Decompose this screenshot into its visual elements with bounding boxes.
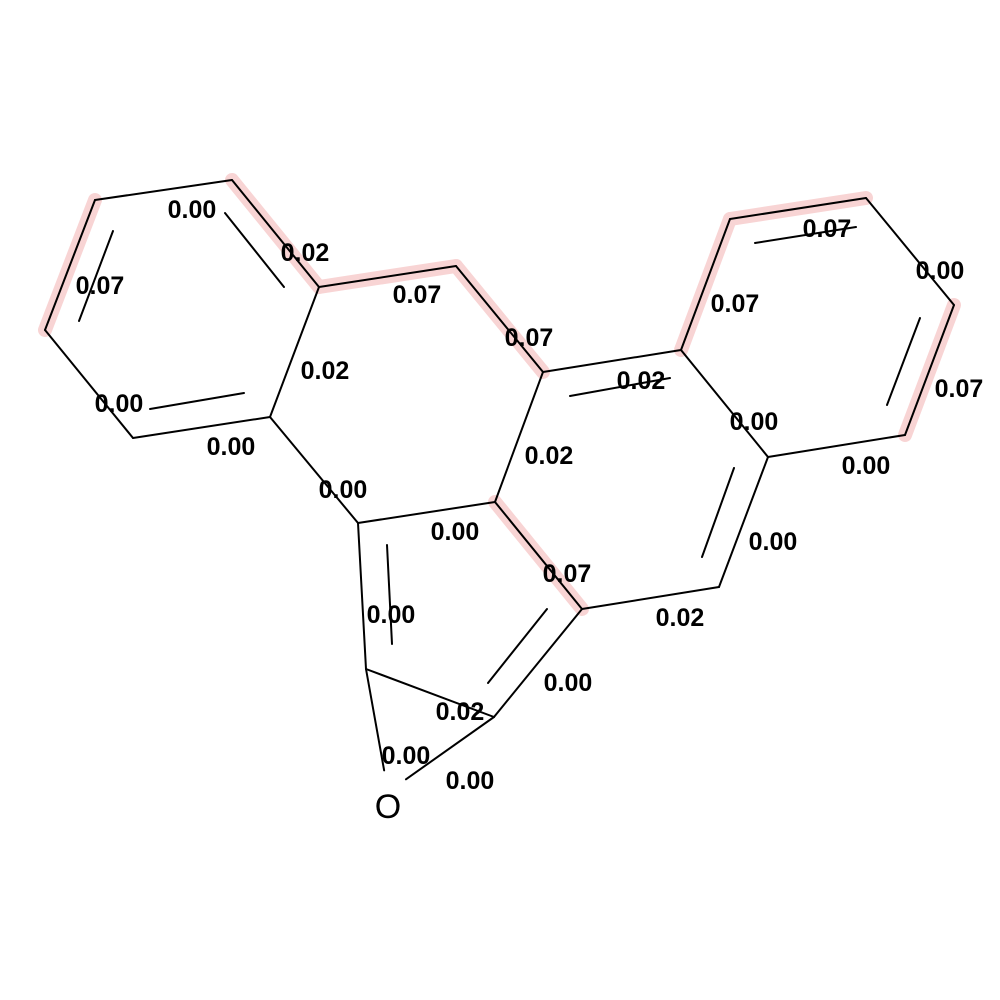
- double-bond-inner-line: [78, 230, 114, 322]
- bond-label-b01: 0.00: [168, 196, 217, 224]
- bond-line: [231, 179, 320, 288]
- bond-line: [365, 668, 495, 718]
- bond-line: [357, 501, 496, 524]
- bond-line: [493, 608, 583, 718]
- double-bond-inner-line: [487, 608, 548, 684]
- bond-label-b15: 0.02: [525, 442, 574, 470]
- bond-label-b13: 0.02: [617, 367, 666, 395]
- double-bond-inner-line: [754, 226, 857, 244]
- bond-label-b02: 0.02: [281, 239, 330, 267]
- bond-labels: 0.00 0.02 0.07 0.00 0.00 0.02 0.07 0.07 …: [76, 196, 984, 795]
- bond-line: [542, 349, 682, 373]
- bond-label-b14: 0.00: [730, 408, 779, 436]
- double-bond-inner-line: [386, 544, 393, 645]
- oxygen-atom-label: O: [375, 788, 401, 826]
- bond-line: [94, 179, 233, 201]
- bond-line: [494, 371, 544, 503]
- bond-label-b06: 0.02: [301, 357, 350, 385]
- bond-line: [269, 416, 359, 524]
- bond-label-b20: 0.00: [749, 528, 798, 556]
- bond-label-b12: 0.07: [935, 375, 984, 403]
- bond-label-b22: 0.00: [367, 601, 416, 629]
- bond-line: [132, 416, 271, 439]
- double-bond-inner-line: [701, 467, 735, 558]
- bond-line: [729, 197, 867, 220]
- bond-label-b16: 0.00: [842, 452, 891, 480]
- double-bond-inner-line: [149, 392, 245, 410]
- bond-line: [357, 522, 367, 670]
- bond-line: [904, 304, 955, 436]
- bond-line: [269, 286, 320, 418]
- bond-line: [581, 586, 720, 610]
- bond-label-b03: 0.07: [76, 272, 125, 300]
- bond-line: [318, 265, 457, 288]
- bond-lines: [44, 179, 955, 781]
- bond-label-b10: 0.00: [916, 257, 965, 285]
- double-bond-inner-line: [224, 212, 285, 288]
- bond-line: [718, 456, 769, 588]
- bond-highlights: [38, 173, 961, 616]
- bond-line: [680, 349, 769, 458]
- bond-line: [44, 199, 96, 331]
- bond-line: [494, 501, 583, 610]
- bond-label-b23: 0.00: [544, 669, 593, 697]
- bond-label-b08: 0.07: [505, 324, 554, 352]
- bond-label-b25: 0.00: [382, 742, 431, 770]
- bond-line: [44, 329, 134, 439]
- bond-label-b26: 0.00: [446, 767, 495, 795]
- bond-line: [865, 197, 955, 306]
- bond-label-b11: 0.07: [803, 215, 852, 243]
- bond-line: [767, 434, 906, 458]
- bond-label-b17: 0.00: [319, 476, 368, 504]
- bond-line: [680, 218, 731, 351]
- bond-label-b21: 0.02: [656, 604, 705, 632]
- bond-line: [455, 265, 544, 373]
- bond-label-b04: 0.00: [95, 390, 144, 418]
- bond-label-b18: 0.07: [543, 560, 592, 588]
- double-bond-inner-line: [569, 377, 671, 397]
- bond-line: [404, 716, 495, 781]
- bond-label-b05: 0.00: [207, 433, 256, 461]
- double-bond-inner-line: [886, 317, 921, 406]
- bond-label-b24: 0.02: [436, 698, 485, 726]
- bond-label-b09: 0.07: [711, 290, 760, 318]
- bond-line: [365, 668, 386, 772]
- bond-label-b07: 0.07: [393, 281, 442, 309]
- bond-label-b19: 0.00: [431, 518, 480, 546]
